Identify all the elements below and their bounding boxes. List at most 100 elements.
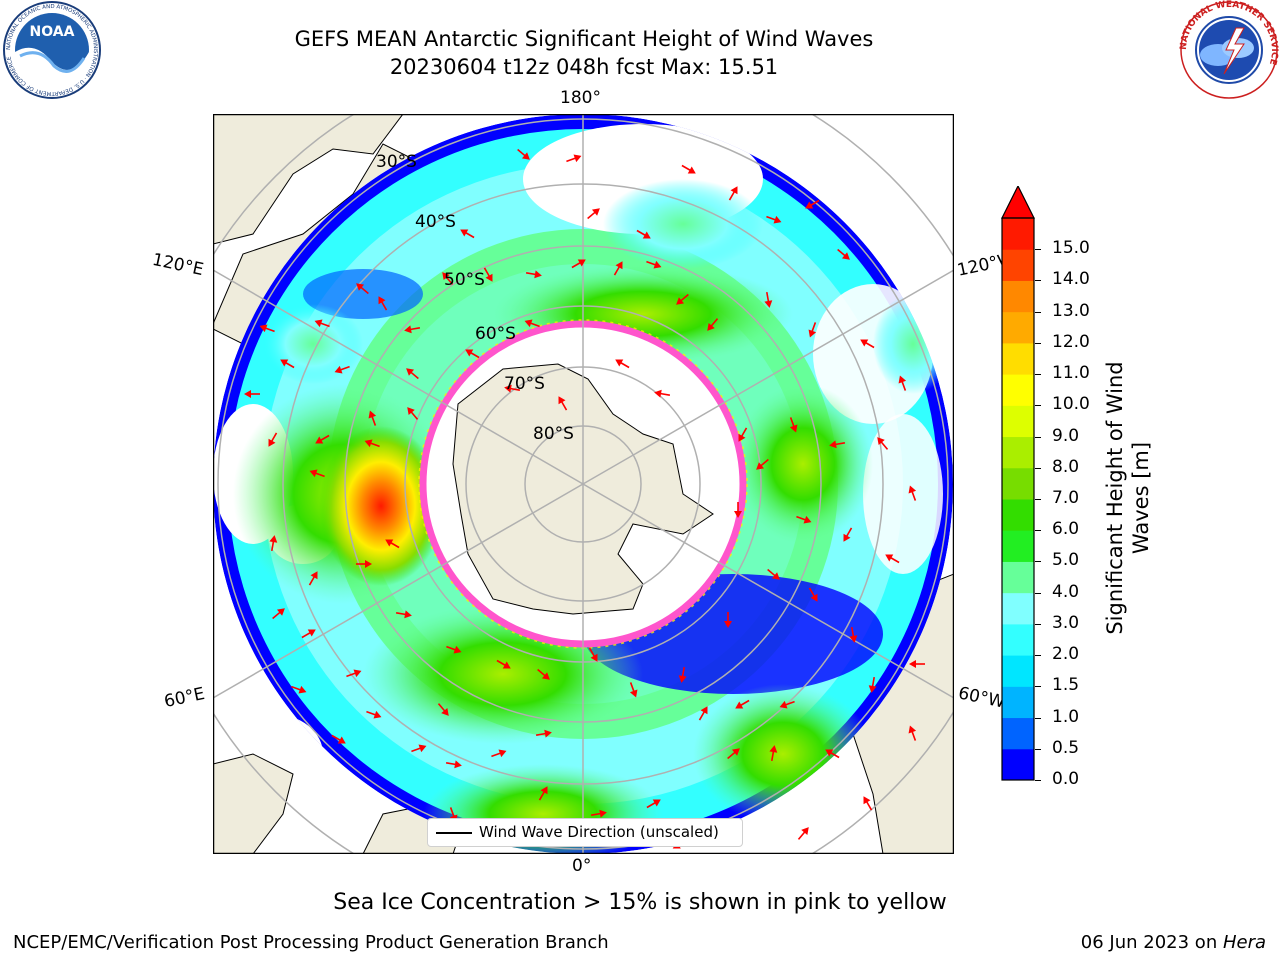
wind-wave-arrow: [766, 215, 782, 224]
wind-wave-arrow: [368, 410, 377, 426]
colorbar-tick-label: 11.0: [1052, 363, 1090, 384]
colorbar-band: [1002, 467, 1034, 500]
wind-wave-arrow: [615, 359, 630, 369]
colorbar-tick-mark: [1035, 467, 1041, 469]
wind-wave-arrow: [525, 270, 542, 279]
wind-wave-arrow: [460, 229, 475, 239]
colorbar-extend-arrow: [1001, 184, 1035, 219]
chart-title: GEFS MEAN Antarctic Significant Height o…: [294, 27, 874, 51]
map-legend: Wind Wave Direction (unscaled): [427, 818, 743, 847]
wind-wave-arrow: [727, 748, 740, 760]
colorbar-tick-mark: [1035, 623, 1041, 625]
wind-wave-arrow: [356, 283, 369, 295]
wind-wave-arrow: [908, 485, 917, 501]
wind-wave-arrow: [314, 319, 330, 328]
wind-wave-arrow: [491, 749, 507, 758]
colorbar-tick-label: 5.0: [1052, 550, 1080, 571]
wind-wave-arrow: [407, 407, 419, 420]
wind-wave-arrow: [291, 685, 307, 694]
colorbar-tick-label: 10.0: [1052, 394, 1090, 415]
wind-wave-arrow: [442, 272, 454, 285]
colorbar-tick-mark: [1035, 405, 1041, 407]
legend-label: Wind Wave Direction (unscaled): [479, 823, 719, 841]
wind-wave-arrow: [437, 703, 449, 716]
colorbar-tick-label: 7.0: [1052, 488, 1080, 508]
wind-wave-arrow: [571, 259, 586, 269]
colorbar-tick-label: 13.0: [1052, 300, 1090, 321]
colorbar-tick-label: 0.0: [1052, 769, 1080, 789]
wind-wave-arrow: [269, 535, 278, 552]
wind-wave-arrow: [654, 389, 671, 398]
colorbar-tick-mark: [1035, 748, 1041, 750]
wind-wave-arrow: [728, 186, 738, 201]
wind-wave-arrow: [825, 749, 840, 759]
map-canvas: [212, 113, 955, 855]
wind-wave-arrow: [465, 349, 480, 359]
meridian-label-60e: 60°E: [162, 683, 207, 713]
wind-wave-arrow: [356, 560, 372, 568]
wind-wave-arrow: [681, 164, 696, 174]
colorbar-tick-mark: [1035, 436, 1041, 438]
parallel-label-60s: 60°S: [475, 324, 516, 344]
wind-wave-arrow: [496, 659, 511, 669]
wind-wave-arrow: [395, 610, 412, 619]
wind-wave-arrow: [445, 760, 462, 769]
meridian-label-60w: 60°W: [956, 683, 1007, 713]
colorbar-tick-label: 8.0: [1052, 456, 1080, 477]
wind-wave-arrow: [898, 375, 907, 391]
meridian-label-0: 0°: [572, 856, 592, 876]
parallel-label-40s: 40°S: [415, 212, 456, 232]
wind-wave-arrow: [613, 261, 623, 276]
colorbar-band: [1002, 280, 1034, 313]
wind-wave-arrow: [908, 725, 917, 741]
wind-wave-arrow: [587, 208, 600, 220]
wind-wave-arrow: [738, 427, 748, 442]
wind-wave-arrow: [877, 437, 889, 450]
colorbar-tick-label: 15.0: [1052, 238, 1090, 259]
wind-wave-arrow: [504, 384, 521, 393]
wind-wave-arrow: [566, 154, 582, 163]
wind-wave-arrow: [724, 612, 732, 628]
wind-wave-arrow: [909, 660, 925, 668]
colorbar-tick-label: 1.5: [1052, 675, 1080, 696]
colorbar-tick-mark: [1035, 280, 1041, 282]
legend-line-icon: [436, 832, 472, 834]
chart-subtitle: 20230604 t12z 048h fcst Max: 15.51: [389, 55, 779, 79]
wind-wave-arrow: [843, 527, 853, 542]
wind-wave-arrow: [364, 439, 380, 448]
wind-wave-arrow: [868, 676, 877, 693]
colorbar-band: [1002, 218, 1034, 250]
wind-wave-arrow: [707, 318, 719, 331]
colorbar-band: [1002, 405, 1034, 438]
colorbar-title-line1: Significant Height of Wind: [1103, 361, 1127, 635]
wind-wave-arrow: [797, 827, 809, 840]
colorbar-tick-mark: [1035, 530, 1041, 532]
wind-wave-arrow: [789, 417, 798, 433]
colorbar-tick-mark: [1035, 249, 1041, 251]
longitude-grid: [213, 114, 954, 854]
colorbar-band: [1002, 717, 1034, 750]
credit-text: NCEP/EMC/Verification Post Processing Pr…: [13, 932, 609, 953]
colorbar-tick-mark: [1035, 592, 1041, 594]
colorbar-band: [1002, 561, 1034, 594]
colorbar-band: [1002, 342, 1034, 375]
wind-wave-arrow: [764, 291, 773, 308]
wind-wave-arrow: [535, 729, 552, 738]
wind-wave-arrow: [829, 440, 846, 449]
colorbar-tick-mark: [1035, 561, 1041, 563]
wind-wave-arrow: [537, 668, 550, 680]
colorbar-tick-mark: [1035, 311, 1041, 313]
parallel-label-70s: 70°S: [504, 374, 545, 394]
date-text: 06 Jun 2023 on: [1080, 932, 1223, 953]
wind-wave-arrow: [378, 296, 388, 311]
wind-wave-arrow: [524, 319, 540, 328]
colorbar-tick-mark: [1035, 686, 1041, 688]
wind-wave-arrow: [268, 432, 278, 447]
colorbar-tick-label: 9.0: [1052, 425, 1080, 446]
wind-wave-arrow: [244, 390, 260, 398]
wind-wave-arrow: [331, 734, 346, 744]
wind-wave-arrow: [385, 539, 400, 549]
wind-wave-arrow: [590, 809, 607, 818]
colorbar: [1001, 184, 1035, 782]
wind-wave-arrow: [309, 469, 325, 478]
